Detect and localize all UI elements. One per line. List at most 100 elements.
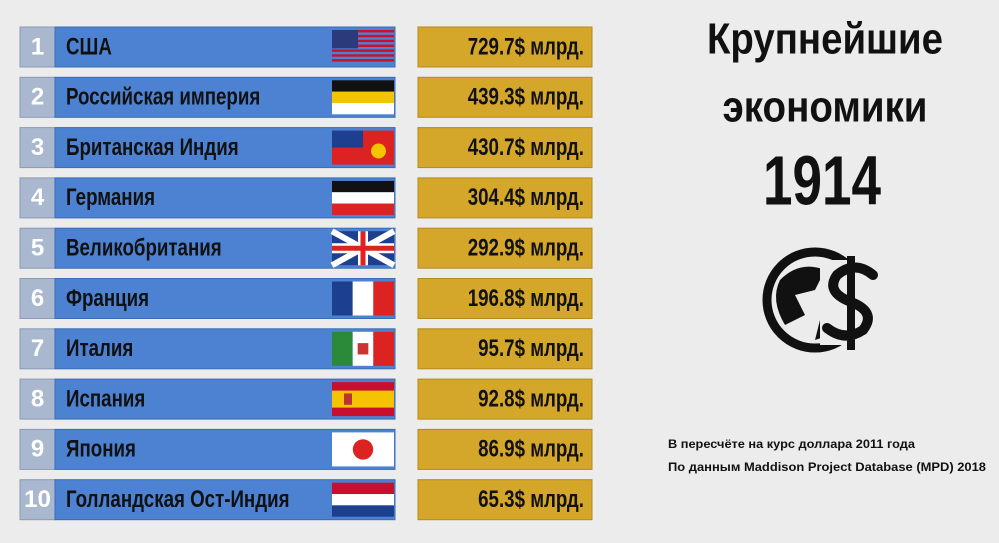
value: 95.7$ млрд. <box>478 335 584 362</box>
rank: 9 <box>31 436 44 463</box>
value-cell <box>417 428 593 470</box>
flag-part <box>371 143 386 159</box>
country-name: Италия <box>66 335 133 362</box>
rank: 2 <box>31 84 44 111</box>
rank-cell <box>19 127 56 169</box>
rank-cell <box>19 479 56 521</box>
table-row: 9 Япония 86.9$ млрд. <box>19 428 593 470</box>
country-name: Голландская Ост-Индия <box>66 486 290 513</box>
rank-cell <box>19 278 56 319</box>
value: 86.9$ млрд. <box>478 436 584 463</box>
flag <box>330 228 396 268</box>
country-name: Великобритания <box>66 235 222 262</box>
flag <box>332 382 394 417</box>
table-row: 2 Российская империя 439.3$ млрд. <box>19 76 593 118</box>
flag-part <box>332 80 394 92</box>
value-cell <box>417 26 593 68</box>
value-cell <box>417 76 593 118</box>
rank: 4 <box>31 184 45 211</box>
value-cell <box>417 278 593 319</box>
flag-part <box>332 44 394 47</box>
value: 92.8$ млрд. <box>478 385 584 412</box>
rank: 5 <box>31 235 44 262</box>
flag-part <box>332 494 394 506</box>
flag-part <box>332 331 353 366</box>
value-cell <box>417 127 593 169</box>
value-cell <box>417 378 593 420</box>
table-row: 8 Испания 92.8$ млрд. <box>19 378 593 420</box>
flag <box>332 281 394 316</box>
country-name: Япония <box>66 436 136 463</box>
table-row: 10 Голландская Ост-Индия 65.3$ млрд. <box>19 479 593 521</box>
value: 439.3$ млрд. <box>468 84 584 111</box>
flag-part <box>332 203 394 215</box>
title-line: экономики <box>723 83 928 132</box>
value: 729.7$ млрд. <box>468 33 584 60</box>
title-line: Крупнейшие <box>707 15 943 64</box>
table-row: 7 Италия 95.7$ млрд. <box>19 328 593 370</box>
flag-part <box>332 130 363 148</box>
country-name: США <box>66 33 112 60</box>
flag-part <box>332 390 394 408</box>
flag-part <box>332 505 394 517</box>
flag-part <box>332 281 353 316</box>
table-row: 3 Британская Индия 430.7$ млрд. <box>19 127 593 169</box>
table-row: 6 Франция 196.8$ млрд. <box>19 278 593 319</box>
value-cell <box>417 227 593 269</box>
rank-cell <box>19 76 56 118</box>
rank: 1 <box>31 33 44 60</box>
rank-cell <box>19 328 56 370</box>
flag-part <box>332 91 394 103</box>
rank: 10 <box>24 486 51 513</box>
value: 292.9$ млрд. <box>468 235 584 262</box>
flag-part <box>332 49 394 52</box>
flag <box>332 180 394 215</box>
flag <box>332 482 394 517</box>
country-name: Германия <box>66 184 155 211</box>
rank-cell <box>19 26 56 68</box>
rank: 3 <box>31 134 44 161</box>
value: 304.4$ млрд. <box>468 184 584 211</box>
flag-part <box>332 180 394 193</box>
value: 430.7$ млрд. <box>468 134 584 161</box>
flag-part <box>357 343 369 355</box>
flag-part <box>332 30 359 49</box>
footnote: По данным Maddison Project Database (MPD… <box>668 460 986 474</box>
value-cell <box>417 177 593 219</box>
rank-cell <box>19 227 56 269</box>
country-name: Франция <box>66 285 149 312</box>
table-row: 4 Германия 304.4$ млрд. <box>19 177 593 219</box>
flag-part <box>344 393 352 405</box>
rank: 7 <box>31 335 44 362</box>
rank: 8 <box>31 385 44 412</box>
flag <box>332 331 394 366</box>
globe-dollar-icon <box>762 247 880 353</box>
flag-part <box>332 30 394 33</box>
flag <box>332 130 394 165</box>
flag-part <box>332 102 394 115</box>
flag-part <box>352 281 374 316</box>
value: 196.8$ млрд. <box>468 285 584 312</box>
table-row: 1 США 729.7$ млрд. <box>19 26 593 68</box>
rank-cell <box>19 177 56 219</box>
ranking-table: 1 США 729.7$ млрд. 2 Российская империя 439.3… <box>19 26 593 521</box>
flag-part <box>332 39 394 43</box>
flag <box>332 30 394 62</box>
flag-part <box>373 281 394 316</box>
country-name: Российская империя <box>66 84 260 111</box>
flag <box>332 432 394 467</box>
value-cell <box>417 479 593 521</box>
flag-part <box>332 34 394 38</box>
rank: 6 <box>31 285 44 312</box>
footnote: В пересчёте на курс доллара 2011 года <box>668 437 915 451</box>
flag-part <box>332 231 394 266</box>
year: 1914 <box>763 141 881 219</box>
table-row: 5 Великобритания 292.9$ млрд. <box>19 227 593 269</box>
value-cell <box>417 328 593 370</box>
flag-part <box>332 54 394 57</box>
flag <box>332 80 394 115</box>
rank-cell <box>19 378 56 420</box>
value: 65.3$ млрд. <box>478 486 584 513</box>
flag-part <box>332 482 394 495</box>
